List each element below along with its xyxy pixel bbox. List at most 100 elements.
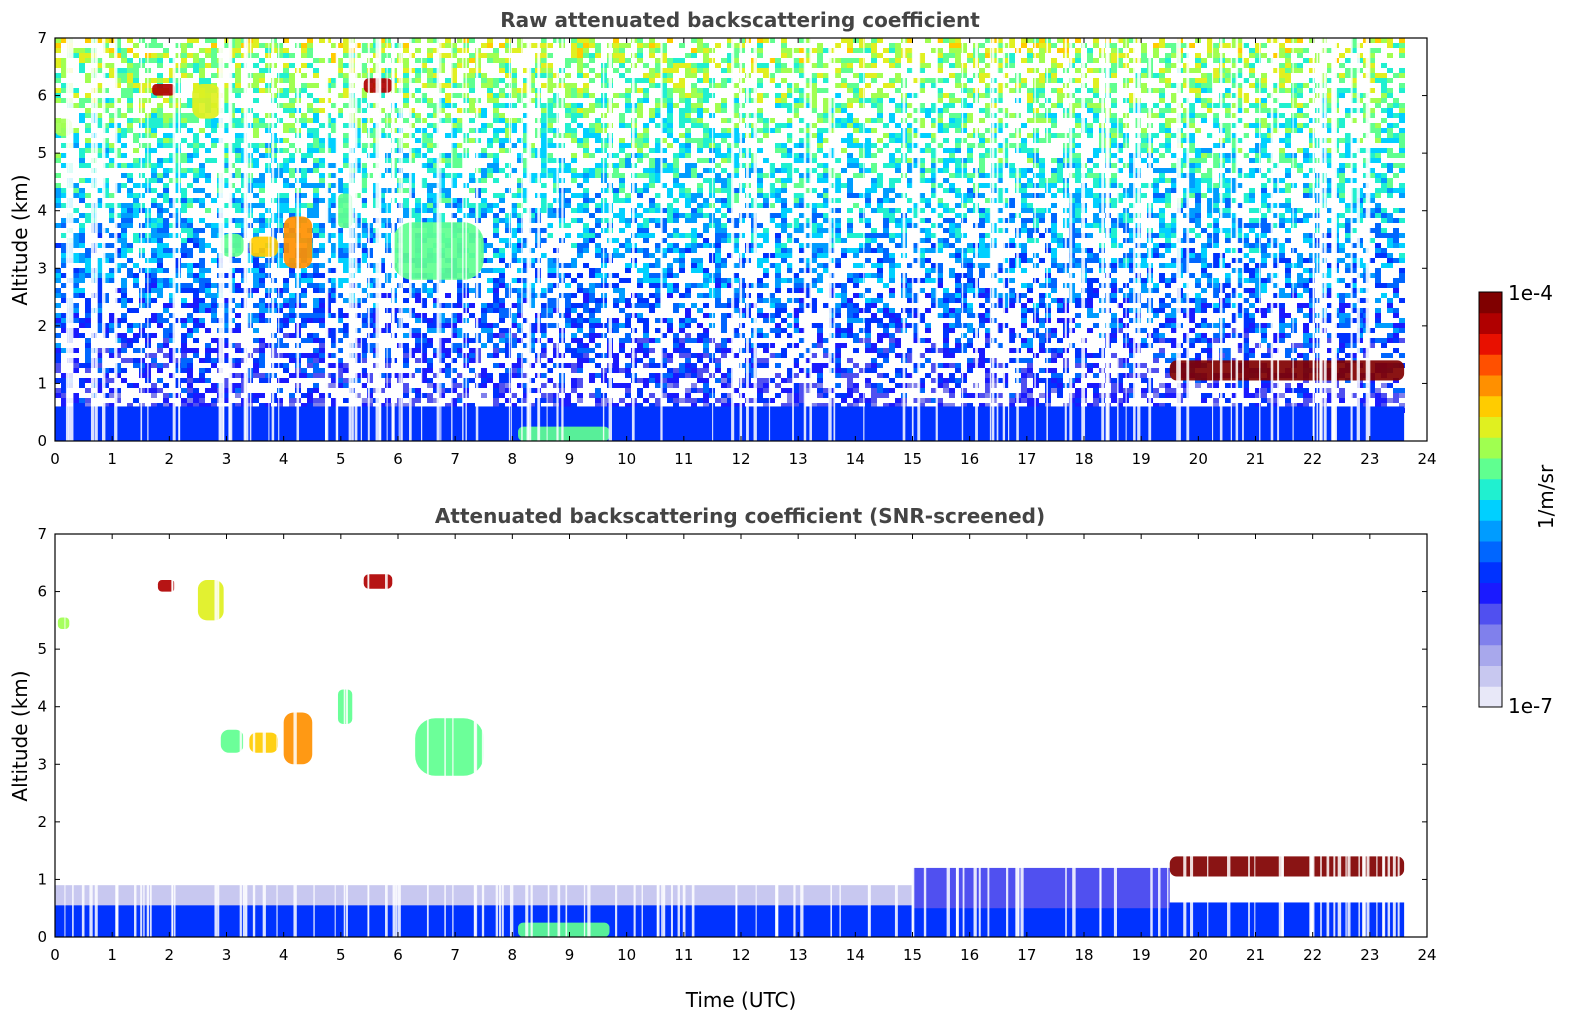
- background-cell: [223, 318, 229, 323]
- background-cell: [151, 283, 157, 288]
- background-cell: [727, 158, 733, 163]
- background-cell: [181, 238, 187, 243]
- background-cell: [361, 63, 367, 68]
- background-cell: [307, 183, 313, 188]
- background-cell: [583, 83, 589, 88]
- background-cell: [307, 128, 313, 133]
- background-cell: [73, 93, 79, 98]
- background-cell: [529, 218, 535, 223]
- background-cell: [253, 118, 259, 123]
- background-cell: [619, 208, 625, 213]
- background-cell: [235, 218, 241, 223]
- background-cell: [619, 48, 625, 53]
- background-cell: [277, 78, 283, 83]
- background-cell: [421, 138, 427, 143]
- background-cell: [127, 203, 133, 208]
- background-cell: [613, 168, 619, 173]
- background-cell: [457, 383, 463, 388]
- background-cell: [469, 128, 475, 133]
- background-cell: [643, 88, 649, 93]
- background-cell: [409, 328, 415, 333]
- background-cell: [661, 378, 667, 383]
- background-cell: [397, 283, 403, 288]
- background-cell: [55, 363, 61, 368]
- background-cell: [283, 178, 289, 183]
- background-cell: [619, 53, 625, 58]
- background-cell: [223, 218, 229, 223]
- background-cell: [715, 133, 721, 138]
- background-cell: [457, 58, 463, 63]
- background-cell: [703, 228, 709, 233]
- background-cell: [187, 198, 193, 203]
- background-cell: [703, 68, 709, 73]
- background-cell: [331, 128, 337, 133]
- background-cell: [319, 223, 325, 228]
- background-cell: [439, 213, 445, 218]
- background-cell: [523, 163, 529, 168]
- background-cell: [169, 203, 175, 208]
- background-cell: [133, 358, 139, 363]
- background-cell: [457, 123, 463, 128]
- background-cell: [307, 373, 313, 378]
- background-cell: [637, 203, 643, 208]
- background-cell: [661, 128, 667, 133]
- background-cell: [439, 388, 445, 393]
- background-cell: [379, 198, 385, 203]
- background-cell: [187, 393, 193, 398]
- background-cell: [331, 253, 337, 258]
- background-cell: [679, 268, 685, 273]
- background-cell: [85, 323, 91, 328]
- background-cell: [439, 313, 445, 318]
- background-cell: [151, 223, 157, 228]
- background-cell: [547, 308, 553, 313]
- background-cell: [97, 58, 103, 63]
- background-cell: [307, 53, 313, 58]
- background-cell: [121, 128, 127, 133]
- background-cell: [667, 318, 673, 323]
- background-cell: [505, 398, 511, 403]
- background-cell: [661, 278, 667, 283]
- background-cell: [289, 303, 295, 308]
- background-cell: [361, 48, 367, 53]
- background-cell: [667, 93, 673, 98]
- background-cell: [109, 253, 115, 258]
- background-cell: [715, 208, 721, 213]
- background-cell: [499, 143, 505, 148]
- background-cell: [127, 48, 133, 53]
- background-cell: [655, 278, 661, 283]
- background-cell: [109, 143, 115, 148]
- background-cell: [715, 278, 721, 283]
- background-cell: [235, 73, 241, 78]
- background-cell: [343, 183, 349, 188]
- background-cell: [499, 128, 505, 133]
- background-cell: [253, 83, 259, 88]
- background-cell: [259, 303, 265, 308]
- background-cell: [175, 128, 181, 133]
- background-cell: [85, 38, 91, 43]
- background-cell: [613, 188, 619, 193]
- background-cell: [211, 308, 217, 313]
- background-cell: [523, 333, 529, 338]
- background-cell: [613, 43, 619, 48]
- background-cell: [643, 348, 649, 353]
- background-cell: [223, 338, 229, 343]
- background-cell: [577, 393, 583, 398]
- background-cell: [259, 73, 265, 78]
- background-cell: [433, 353, 439, 358]
- background-cell: [709, 83, 715, 88]
- background-cell: [397, 183, 403, 188]
- background-cell: [655, 243, 661, 248]
- background-cell: [133, 63, 139, 68]
- background-cell: [133, 338, 139, 343]
- background-cell: [409, 213, 415, 218]
- background-cell: [127, 343, 133, 348]
- background-cell: [355, 163, 361, 168]
- background-cell: [337, 58, 343, 63]
- background-cell: [493, 283, 499, 288]
- background-cell: [163, 228, 169, 233]
- background-cell: [223, 63, 229, 68]
- background-cell: [211, 248, 217, 253]
- background-cell: [715, 43, 721, 48]
- background-cell: [613, 318, 619, 323]
- background-cell: [97, 143, 103, 148]
